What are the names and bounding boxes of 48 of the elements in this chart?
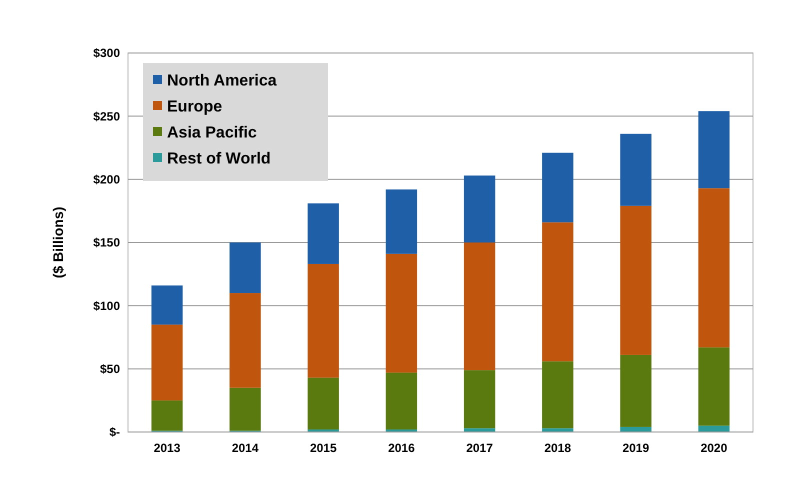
bar	[698, 426, 730, 432]
bar	[620, 206, 652, 355]
x-tick-label: 2014	[232, 441, 259, 455]
bar	[698, 188, 730, 348]
y-tick-label: $-	[109, 425, 120, 440]
bar	[464, 242, 496, 370]
y-tick-label: $250	[93, 109, 120, 124]
bar	[542, 428, 574, 432]
x-tick-label: 2015	[310, 441, 337, 455]
bar	[620, 134, 652, 206]
y-tick-label: $200	[93, 172, 120, 187]
y-tick-label: $50	[100, 362, 120, 376]
bar	[542, 152, 574, 222]
bar	[542, 361, 574, 428]
bar	[620, 426, 652, 432]
x-tick-label: 2019	[622, 441, 650, 455]
x-tick-label: 2018	[544, 441, 572, 455]
bar	[542, 222, 574, 362]
bar	[308, 264, 339, 378]
bar	[230, 242, 261, 294]
bar	[464, 428, 496, 432]
bar	[620, 354, 652, 427]
legend-label: Rest of World	[167, 150, 271, 168]
bar	[230, 293, 261, 388]
x-tick-label: 2017	[466, 441, 494, 455]
bar	[386, 372, 418, 430]
bar	[386, 189, 418, 254]
bar	[230, 388, 261, 431]
bar	[151, 324, 183, 400]
y-tick-label: $300	[93, 46, 120, 60]
bar	[698, 111, 730, 188]
y-axis-title: ($ Billions)	[50, 206, 66, 278]
y-tick-label: $100	[93, 298, 120, 313]
bar	[464, 370, 496, 428]
legend-label: North America	[167, 72, 277, 90]
legend-label: Europe	[167, 98, 222, 116]
legend-label: Asia Pacific	[167, 124, 257, 142]
x-tick-label: 2013	[154, 441, 181, 455]
x-tick-label: 2016	[388, 441, 416, 455]
bar	[698, 347, 730, 426]
x-tick-label: 2020	[700, 441, 728, 455]
bar	[308, 378, 339, 430]
bar	[386, 254, 418, 373]
y-tick-label: $150	[93, 236, 120, 250]
bar	[464, 176, 496, 242]
bar	[151, 285, 183, 325]
bar	[308, 203, 339, 264]
bar	[151, 400, 183, 431]
